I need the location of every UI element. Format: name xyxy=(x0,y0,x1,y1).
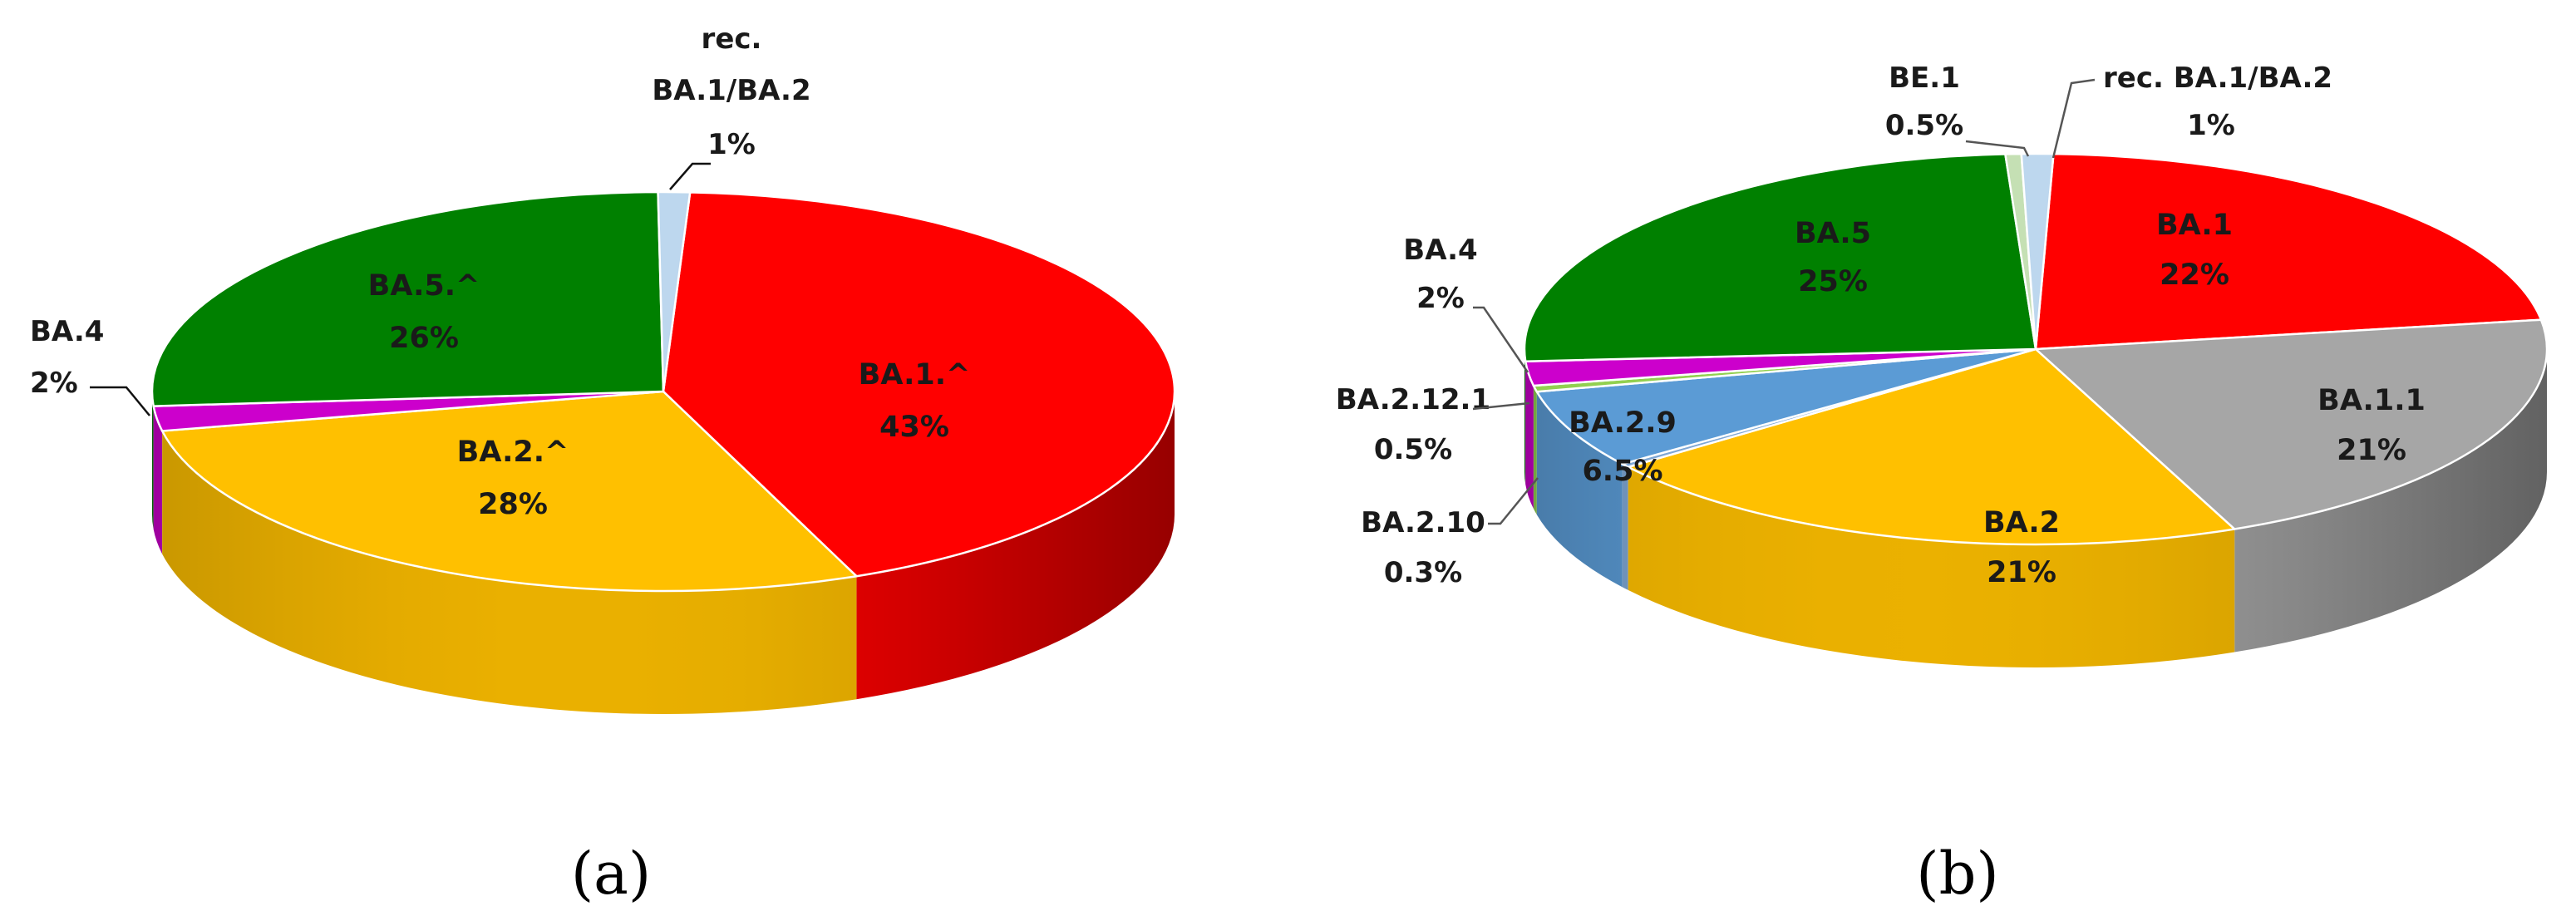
value-ba1-b: 22% xyxy=(2160,259,2229,292)
pie-side-ba-2-b xyxy=(1628,466,2235,667)
pie-slice-ba-1-1-b xyxy=(2034,318,2549,530)
value-ba210-b: 0.3% xyxy=(1384,556,1462,589)
pie-slice-ba-2-9-b xyxy=(1535,347,2037,465)
label-ba4-a: BA.4 xyxy=(30,315,104,348)
label-ba4-b: BA.4 xyxy=(1403,234,1477,267)
value-ba5-b: 25% xyxy=(1798,265,1868,298)
label-ba5-b: BA.5 xyxy=(1795,217,1871,250)
leader-rec-b xyxy=(2051,78,2096,159)
value-ba1-a: 43% xyxy=(879,411,949,444)
value-ba2121-b: 0.5% xyxy=(1374,433,1452,466)
label-ba1-a: BA.1.^ xyxy=(859,358,971,392)
leader-ba210-b xyxy=(1488,477,1539,525)
value-be1-b: 0.5% xyxy=(1885,109,1963,142)
pie-side-ba-2-12-1-b xyxy=(1533,386,1537,515)
label-ba1-b: BA.1 xyxy=(2156,209,2233,242)
labels-b: BE.1 0.5% rec. BA.1/BA.2 1% BA.4 2% BA.2… xyxy=(1336,62,2426,908)
pie-side-ba-5-b xyxy=(1524,349,1526,485)
pie-side-ba-4-a xyxy=(153,406,163,554)
value-ba11-b: 21% xyxy=(2337,434,2406,467)
leader-ba4-a xyxy=(90,386,150,416)
leader-rec-a xyxy=(669,162,711,190)
pie-chart-a xyxy=(150,190,1176,714)
pie-side-ba-2-a xyxy=(162,431,857,714)
label-ba29-b: BA.2.9 xyxy=(1569,406,1677,440)
pie-slice-ba-5-b xyxy=(1523,153,2037,362)
value-rec-a: 1% xyxy=(707,128,756,161)
caption-a: (a) xyxy=(571,840,651,908)
value-ba2-b: 21% xyxy=(1987,556,2056,589)
label-rec-line1-a: rec. xyxy=(702,22,762,56)
value-ba5-a: 26% xyxy=(389,322,459,355)
value-ba4-b: 2% xyxy=(1416,282,1465,315)
pie-slice-ba-2-a xyxy=(160,390,858,593)
label-ba2-b: BA.2 xyxy=(1983,506,2060,539)
leader-be1-b xyxy=(1965,140,2030,157)
value-ba29-b: 6.5% xyxy=(1582,455,1662,488)
leader-ba4-b xyxy=(1473,306,1529,373)
pie-chart-b xyxy=(1523,152,2549,667)
pie-side-ba-2-9-b xyxy=(1536,392,1623,588)
value-rec-b: 1% xyxy=(2187,109,2235,142)
pie-slice-rec-ba-1-ba-2-a xyxy=(657,190,692,393)
caption-b: (b) xyxy=(1916,840,1998,908)
value-ba2-a: 28% xyxy=(478,488,548,521)
pie-side-ba-1-a xyxy=(856,392,1175,700)
pie-slice-ba-1-a xyxy=(662,191,1176,578)
label-ba2121-b: BA.2.12.1 xyxy=(1336,383,1490,416)
pie-side-ba-2-10-b xyxy=(1622,464,1628,590)
pie-side-ba-5-a xyxy=(152,392,154,529)
label-rec-line2-a: BA.1/BA.2 xyxy=(652,74,810,107)
value-ba4-a: 2% xyxy=(30,367,78,400)
label-rec-b: rec. BA.1/BA.2 xyxy=(2103,62,2332,95)
label-be1-b: BE.1 xyxy=(1889,62,1960,95)
pie-side-ba-1-1-b xyxy=(2234,349,2547,653)
label-ba2-a: BA.2.^ xyxy=(457,436,569,469)
pie-slice-ba-2-b xyxy=(1627,347,2236,546)
pie-slice-ba-1-b xyxy=(2034,152,2543,351)
label-ba11-b: BA.1.1 xyxy=(2317,384,2426,417)
label-ba210-b: BA.2.10 xyxy=(1361,506,1485,539)
label-ba5-a: BA.5.^ xyxy=(368,269,480,303)
pie-side-ba-4-b xyxy=(1525,361,1534,510)
leader-ba2121-b xyxy=(1472,401,1530,411)
pie-slice-ba-5-a xyxy=(150,190,665,407)
labels-a: rec. BA.1/BA.2 1% BA.4 2% BA.5.^ 26% BA.… xyxy=(30,22,970,908)
